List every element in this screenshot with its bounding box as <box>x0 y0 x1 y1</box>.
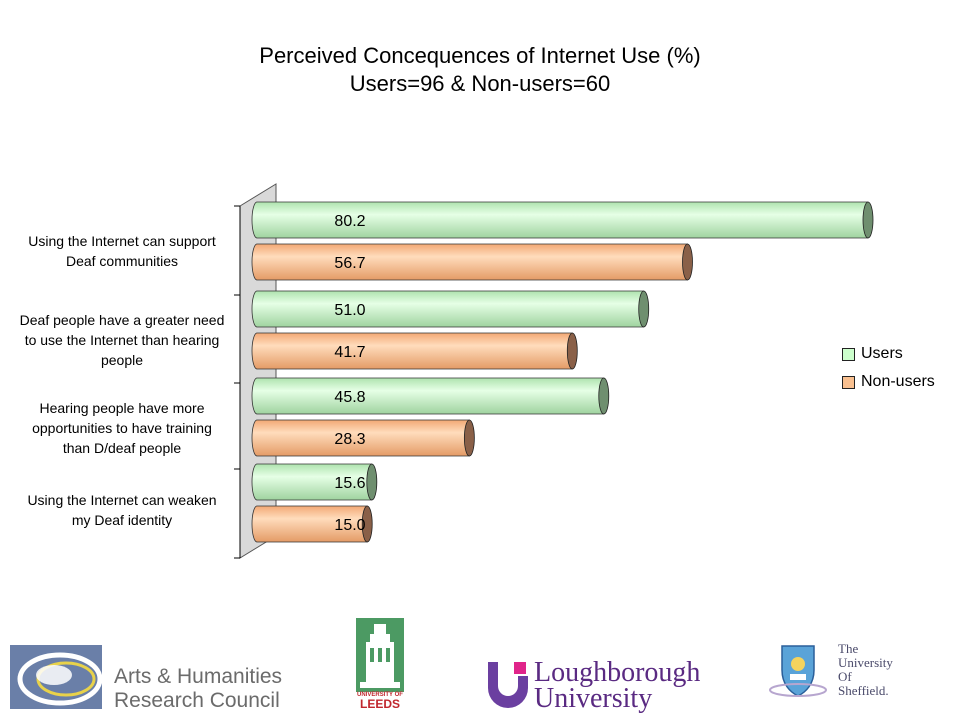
value-label-non-users-2: 41.7 <box>334 344 365 361</box>
category-label-line: opportunities to have training <box>32 420 212 436</box>
value-label-non-users-4: 15.0 <box>334 517 365 534</box>
value-label-users-1: 80.2 <box>334 213 365 230</box>
sheffield-name-line4: Sheffield. <box>838 683 889 698</box>
value-label-users-4: 15.6 <box>334 475 365 492</box>
category-label-line: Using the Internet can support <box>28 233 216 249</box>
category-label-line: Deaf communities <box>65 253 179 269</box>
legend-swatch-non-users <box>842 375 855 389</box>
loughborough-name-line2: University <box>534 683 653 714</box>
category-label-line: Hearing people have more <box>39 400 205 416</box>
bar-non-users-4 <box>251 505 373 543</box>
category-label-3: Hearing people have more opportunities to… <box>2 398 242 458</box>
ahrc-emblem-icon <box>10 645 102 709</box>
legend-swatch-users <box>842 347 855 361</box>
legend-item-users: Users <box>842 340 935 368</box>
category-label-line: than D/deaf people <box>62 440 182 456</box>
bar-users-2 <box>251 290 650 328</box>
bar-non-users-2 <box>251 332 578 370</box>
sheffield-name-line2: University <box>838 655 893 670</box>
legend-item-non-users: Non-users <box>842 368 935 396</box>
sheffield-name-line1: The <box>838 641 859 656</box>
ahrc-name-line2: Research Council <box>114 689 280 712</box>
category-label-line: people <box>100 352 144 368</box>
bar-users-1 <box>251 201 874 239</box>
leeds-logo: UNIVERSITY OF LEEDS <box>356 618 404 710</box>
chart-title: Perceived Concequences of Internet Use (… <box>259 43 701 68</box>
value-label-users-3: 45.8 <box>334 389 365 406</box>
category-label-line: Using the Internet can weaken <box>27 492 217 508</box>
chart-title-block: Perceived Concequences of Internet Use (… <box>0 42 960 98</box>
category-label-2: Deaf people have a greater need to use th… <box>2 310 242 370</box>
leeds-name-line2: LEEDS <box>359 697 400 711</box>
ahrc-name-line1: Arts & Humanities <box>114 665 283 688</box>
leeds-tower-icon <box>356 618 404 692</box>
category-label-line: to use the Internet than hearing <box>24 332 220 348</box>
legend: Users Non-users <box>842 340 935 396</box>
leeds-name-line1: UNIVERSITY OF <box>357 692 403 698</box>
legend-label-non-users: Non-users <box>861 373 935 390</box>
loughborough-emblem-icon <box>488 662 528 708</box>
category-label-line: Deaf people have a greater need <box>19 312 225 328</box>
bar-users-3 <box>251 377 610 415</box>
value-label-non-users-3: 28.3 <box>334 431 365 448</box>
legend-label-users: Users <box>861 345 903 362</box>
category-label-4: Using the Internet can weaken my Deaf ide… <box>2 490 242 530</box>
bar-non-users-3 <box>251 419 475 457</box>
bar-users-4 <box>251 463 378 501</box>
bar-non-users-1 <box>251 243 693 281</box>
loughborough-name-line1: Loughborough <box>534 657 701 688</box>
chart-subtitle: Users=96 & Non-users=60 <box>349 71 611 96</box>
value-label-users-2: 51.0 <box>334 302 365 319</box>
category-label-1: Using the Internet can support Deaf commu… <box>2 231 242 271</box>
category-label-line: my Deaf identity <box>71 512 173 528</box>
value-label-non-users-1: 56.7 <box>334 255 365 272</box>
sheffield-name-line3: Of <box>838 669 852 684</box>
sheffield-crest-icon <box>769 645 827 697</box>
chart-back-wall <box>239 183 277 559</box>
